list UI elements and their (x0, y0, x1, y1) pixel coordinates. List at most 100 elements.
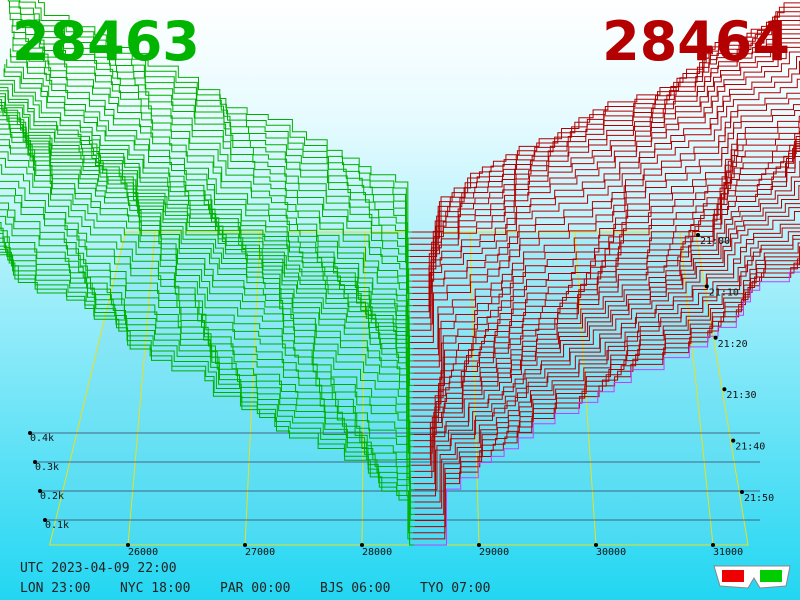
bid-depth-line (9, 48, 411, 301)
ask-depth-line (413, 180, 800, 442)
bid-depth-line (4, 64, 412, 319)
city-clock: NYC 18:00 (120, 581, 190, 596)
ask-depth-line (414, 271, 800, 546)
ask-depth-line (414, 258, 800, 528)
ask-depth-line (410, 98, 800, 331)
ask-depth-line (411, 146, 800, 417)
bid-depth-line (0, 111, 413, 393)
bid-depth-line (3, 68, 414, 325)
price-tick-label: 27000 (245, 547, 275, 558)
bid-depth-line (0, 164, 413, 454)
time-tick (713, 335, 718, 340)
time-tick-label: 21:10 (709, 287, 739, 298)
bid-depth-line (0, 237, 415, 515)
bid-depth-line (0, 180, 412, 460)
bid-depth-line (9, 12, 410, 264)
bid-depth-line (0, 151, 414, 442)
ask-depth-line (414, 246, 800, 509)
bid-depth-line (38, 0, 413, 233)
city-clock: TYO 07:00 (420, 581, 490, 596)
bid-depth-line (0, 104, 412, 380)
ask-depth-line (414, 242, 800, 503)
bid-depth-line (0, 221, 412, 497)
bid-depth-line (0, 101, 414, 374)
bid-depth-line (12, 18, 412, 270)
depth-tick (28, 431, 32, 435)
depth-tick (33, 460, 37, 464)
ask-depth-line (413, 92, 800, 325)
time-tick-label: 21:20 (718, 339, 748, 350)
ask-depth-line (413, 115, 800, 350)
ask-depth-line (412, 203, 800, 454)
labels: 26000 27000 28000 29000 30000 31000 0.1k 0.2k 0.… (28, 233, 774, 558)
bid-depth-line (12, 42, 413, 294)
price-grid-line (679, 231, 714, 546)
depth-tick (38, 489, 42, 493)
ask-depth-line (411, 155, 800, 429)
bid-depth-line (0, 83, 412, 337)
bid-depth-line (13, 30, 413, 282)
time-tick (704, 284, 709, 289)
price-tick-label: 30000 (596, 547, 626, 558)
bid-depth-line (0, 87, 411, 343)
ask-price: 28464 (602, 10, 790, 73)
ask-depth-line (413, 262, 800, 534)
bid-depth-line (0, 209, 414, 485)
time-tick (731, 438, 736, 443)
bid-depth-line (0, 215, 415, 491)
bid-depth-line (0, 202, 412, 478)
price-tick (477, 543, 481, 547)
city-clock: PAR 00:00 (220, 581, 290, 596)
time-tick-label: 21:40 (735, 442, 765, 453)
depth-tick-label: 0.4k (30, 433, 54, 444)
bid-depth-line (9, 6, 411, 258)
bid-depth-line (0, 139, 412, 429)
city-clock: LON 23:00 (20, 581, 90, 596)
ask-depth-line (411, 78, 800, 319)
ask-depth-line (411, 210, 800, 466)
ask-depth-line (414, 254, 800, 521)
bid-depth-line (0, 251, 413, 540)
bid-depth-line (0, 99, 411, 368)
glasses-icon (713, 565, 791, 589)
time-tick-label: 21:50 (744, 493, 774, 504)
time-tick (740, 490, 744, 494)
price-tick (126, 543, 130, 547)
ask-depth-line (410, 133, 800, 368)
ask-depth-line (412, 46, 800, 294)
city-clock: BJS 06:00 (320, 581, 390, 596)
ask-depth-line (411, 227, 800, 478)
time-tick (696, 233, 700, 237)
bid-depth-line (0, 195, 415, 472)
bid-depth-line (11, 24, 411, 276)
price-tick (360, 543, 364, 547)
price-grid-line (127, 231, 156, 546)
time-tick (722, 387, 727, 392)
ask-depth-line (414, 234, 800, 491)
depth-tick (43, 518, 47, 522)
price-grid-line (244, 231, 261, 546)
bid-depth-line (0, 227, 415, 503)
price-grid-line (469, 231, 480, 546)
bid-depth-line (0, 241, 415, 521)
price-tick-label: 29000 (479, 547, 509, 558)
ask-depth-line (412, 143, 800, 393)
ask-depth-line (413, 160, 800, 436)
bid-price: 28463 (12, 10, 200, 73)
bid-depth-line (12, 36, 412, 288)
bid-depth-line (0, 115, 414, 399)
bid-depth-line (0, 119, 412, 405)
bid-depth-line (0, 232, 415, 509)
ask-depth-line (411, 42, 800, 288)
ask-depth-line (410, 60, 800, 313)
bid-depth-line (0, 188, 412, 466)
ask-depth-line (411, 144, 800, 380)
ask-depth-line (411, 238, 800, 497)
bid-depth-line (0, 79, 411, 331)
price-tick-label: 31000 (713, 547, 743, 558)
time-tick-label: 21:30 (726, 390, 756, 401)
depth-tick-label: 0.2k (40, 491, 64, 502)
bid-depth-line (0, 245, 415, 528)
bid-depth-line (0, 96, 414, 362)
time-tick-label: 21:00 (700, 236, 730, 247)
